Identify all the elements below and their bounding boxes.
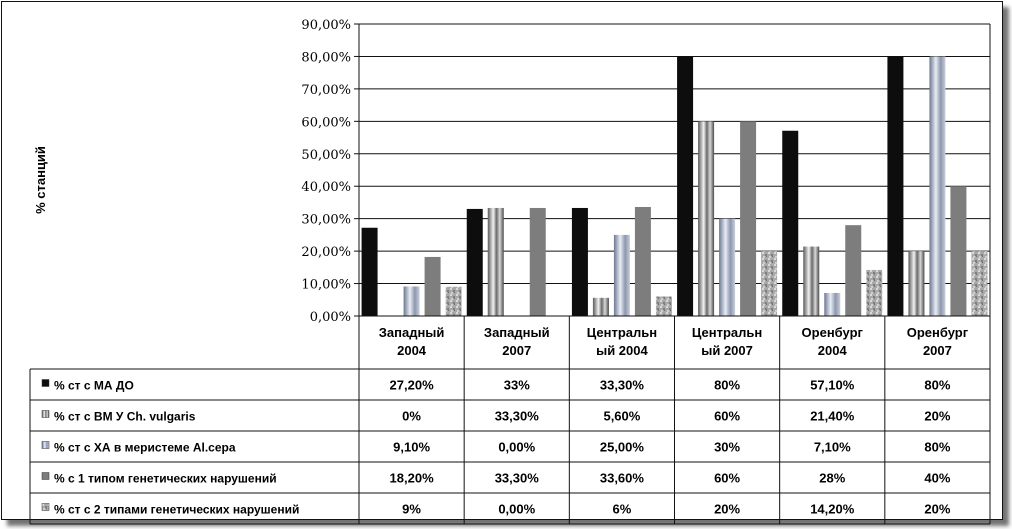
y-tick-label: 50,00% [301, 148, 351, 163]
legend-label: % ст с ХА в меристеме Al.сера [54, 441, 236, 455]
data-label: 18,20% [390, 471, 435, 486]
bar [613, 234, 630, 316]
bar [929, 56, 946, 316]
y-tick-label: 70,00% [301, 83, 351, 98]
legend-key [41, 472, 50, 480]
category-label: 2004 [818, 343, 848, 358]
data-label: 27,20% [390, 378, 435, 393]
data-label: 57,10% [810, 378, 855, 393]
y-tick-label: 80,00% [301, 50, 351, 65]
legend-label: % с 1 типом генетических нарушений [54, 472, 277, 486]
data-label: 33% [504, 378, 530, 393]
data-label: 60% [714, 409, 740, 424]
data-label: 0,00% [498, 440, 535, 455]
bar [571, 207, 588, 316]
data-label: 0% [402, 409, 421, 424]
bar [908, 251, 925, 316]
y-tick-label: 20,00% [301, 245, 351, 260]
legend-key [41, 503, 50, 511]
data-label: 9% [402, 502, 421, 517]
category-label: Центральн [587, 325, 657, 340]
bar [866, 269, 883, 316]
bar [677, 56, 694, 316]
data-label: 9,10% [393, 440, 430, 455]
y-tick-label: 10,00% [301, 278, 351, 293]
bar [487, 207, 504, 316]
data-label: 30% [714, 440, 740, 455]
bar [719, 218, 736, 316]
category-label: 2007 [923, 343, 952, 358]
data-label: 33,60% [600, 471, 645, 486]
bar [782, 130, 799, 316]
bar [445, 286, 462, 316]
data-label: 33,30% [495, 409, 540, 424]
y-tick-label: 30,00% [301, 213, 351, 228]
bar [529, 207, 546, 316]
bar [466, 208, 483, 316]
data-label: 33,30% [600, 378, 645, 393]
category-label: ый 2007 [701, 343, 753, 358]
bar [824, 292, 841, 316]
bar [761, 251, 778, 316]
data-label: 7,10% [814, 440, 851, 455]
bar [634, 206, 651, 316]
y-tick-label: 90,00% [301, 18, 351, 33]
data-label: 60% [714, 471, 740, 486]
y-tick-label: 40,00% [301, 180, 351, 195]
data-label: 80% [714, 378, 740, 393]
bar [655, 296, 672, 316]
data-label: 80% [924, 378, 950, 393]
category-label: ый 2004 [596, 343, 648, 358]
legend-label: % ст с МА ДО [54, 379, 134, 393]
category-label: 2007 [502, 343, 531, 358]
y-tick-label: 60,00% [301, 115, 351, 130]
bar [403, 286, 420, 316]
data-label: 6% [613, 502, 632, 517]
bar [950, 186, 967, 316]
bar [698, 121, 715, 316]
category-label: Западный [484, 325, 550, 340]
bar [361, 227, 378, 316]
bar [424, 256, 441, 316]
legend-key [41, 441, 50, 449]
bar [592, 297, 609, 316]
data-label: 14,20% [810, 502, 855, 517]
y-axis-title: % станций [33, 146, 48, 214]
data-label: 5,60% [603, 409, 640, 424]
y-axis-ticks: 0,00% 10,00% 20,00% 30,00% 40,00% 50,00% 60,00… [301, 18, 351, 325]
data-label: 33,30% [495, 471, 540, 486]
data-label: 20% [924, 409, 950, 424]
bar [845, 225, 862, 316]
bar [803, 246, 820, 316]
data-label: 0,00% [498, 502, 535, 517]
data-label: 21,40% [810, 409, 855, 424]
legend-label: % ст с ВМ У Ch. vulgaris [54, 410, 196, 424]
data-table: Западный 2004 Западный 2007 Центральн ый 2004… [29, 315, 991, 525]
category-label: Западный [379, 325, 445, 340]
category-label: Оренбург [802, 325, 864, 340]
data-label: 20% [924, 502, 950, 517]
legend-key [41, 410, 50, 418]
data-label: 80% [924, 440, 950, 455]
category-label: Центральн [692, 325, 762, 340]
data-label: 40% [924, 471, 950, 486]
bar [887, 56, 904, 316]
bar [971, 251, 988, 316]
bar [740, 121, 757, 316]
category-label: Оренбург [907, 325, 969, 340]
legend-key [41, 379, 50, 387]
y-tick-label: 0,00% [310, 310, 351, 325]
bars [361, 56, 988, 316]
category-label: 2004 [397, 343, 427, 358]
legend-label: % ст с 2 типами генетических нарушений [54, 503, 299, 517]
data-label: 28% [819, 471, 845, 486]
data-label: 20% [714, 502, 740, 517]
data-label: 25,00% [600, 440, 645, 455]
